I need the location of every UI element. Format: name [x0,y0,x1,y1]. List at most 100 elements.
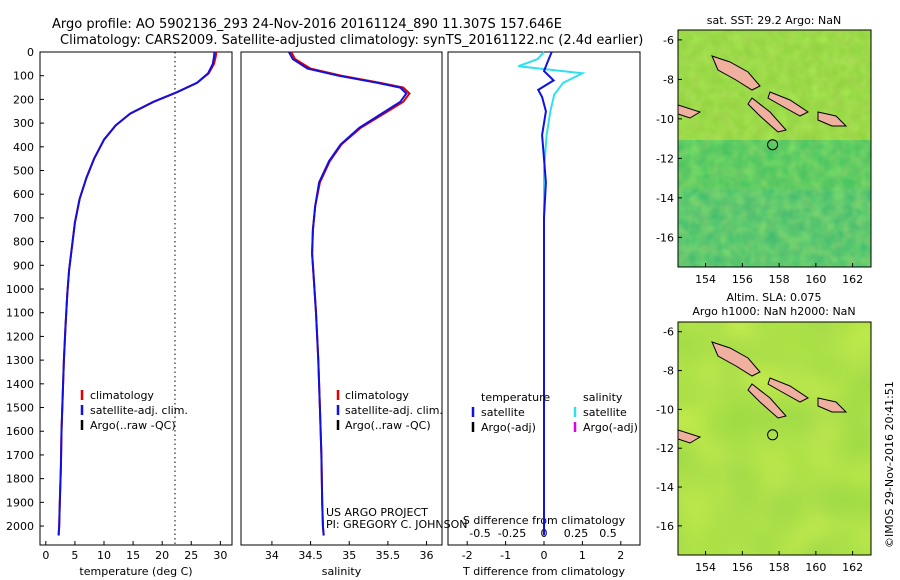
sst-map-xtick-label: 162 [842,273,863,286]
sst-map-coast-3 [817,111,848,127]
sst-map-argo-position [767,139,779,151]
diff-series-temperature-satellite [536,51,556,536]
temp-series-satellite [57,51,216,536]
sst-map-xtick-label: 156 [732,273,753,286]
sla-map-xtick-label: 158 [769,561,790,574]
temp-ytick-label: 1600 [6,425,34,438]
sla-map-ytick-label: -14 [656,481,674,494]
sst-map-xtick-label: 158 [769,273,790,286]
sla-map-coast-3 [817,397,848,413]
sal-xtick-label: 34.5 [298,549,323,562]
temp-ytick-label: 1500 [6,402,34,415]
sla-map-xtick-label: 154 [695,561,716,574]
sst-map-coast-4 [747,97,787,133]
salinity-panel: 34 34.5 35 35.5 36 salinity climatology satelli… [240,51,467,578]
sla-map-frame [677,321,872,556]
sla-map-xtick-label: 162 [842,561,863,574]
diff-legend-label: Argo(-adj) [583,421,638,434]
sal-xlabel: salinity [322,565,362,578]
sla-map-coast-5 [678,429,702,444]
temp-xtick-label: 15 [126,549,140,562]
temp-xtick-label: 20 [155,549,169,562]
diff-xlabel: T difference from climatology [462,565,625,578]
sla-map-coast-4 [747,383,787,419]
diff-legend-label: satellite [583,406,627,419]
diff-legend-label: temperature [481,391,550,404]
sla-map-subtitle: Argo h1000: NaN h2000: NaN [692,305,855,318]
diff-legend-label: salinity [583,391,623,404]
diff-s-tick-label: 0.5 [599,527,617,540]
sal-xtick-label: 34 [265,549,279,562]
sla-map-ytick-label: -8 [663,365,674,378]
sla-map-panel: Altim. SLA: 0.075 Argo h1000: NaN h2000:… [656,291,872,574]
sst-map-coast-1 [711,55,761,91]
diff-s-tick-label: -0.25 [498,527,526,540]
temp-xtick-label: 5 [71,549,78,562]
sla-map-xtick-label: 156 [732,561,753,574]
temp-legend-label: climatology [90,389,154,402]
diff-xtick-label: -1 [500,549,511,562]
sst-map-xtick-label: 160 [805,273,826,286]
temp-ytick-label: 200 [13,93,34,106]
temp-legend-label: satellite-adj. clim. [90,404,188,417]
temp-ytick-label: 1900 [6,496,34,509]
sst-map-ytick-label: -12 [656,152,674,165]
temp-ytick-label: 1800 [6,473,34,486]
temp-ytick-label: 100 [13,70,34,83]
sst-map-ytick-label: -6 [663,34,674,47]
temp-ytick-label: 1100 [6,307,34,320]
sla-map-coast-1 [711,341,761,377]
temp-ytick-label: 900 [13,259,34,272]
diff-xtick-label: 2 [617,549,624,562]
sal-frame [240,51,443,546]
sst-map-ticks: 154 156 158 160 162 -6 -8 -10 -12 -14 -16 [656,34,863,286]
temperature-panel: 0100200300400500600700800900100011001200… [6,46,233,578]
temp-ytick-label: 700 [13,212,34,225]
sal-xtick-label: 35 [342,549,356,562]
temp-frame [39,51,233,546]
temp-ytick-label: 0 [27,46,34,59]
diff-xtick-label: 0 [541,549,548,562]
sal-series-satellite [288,51,408,536]
sla-map-ticks: 154 156 158 160 162 -6 -8 -10 -12 -14 -16 [656,326,863,574]
temp-ytick-label: 600 [13,188,34,201]
temp-xtick-label: 25 [184,549,198,562]
sal-annotation-line: PI: GREGORY C. JOHNSON [326,518,467,531]
sla-map-ytick-label: -16 [656,520,674,533]
temp-ytick-label: 1300 [6,354,34,367]
sst-map-panel: sat. SST: 29.2 Argo: NaN 154 156 158 160 162… [656,14,872,286]
diff-series-salinity-satellite [518,51,586,536]
temp-ytick-label: 1700 [6,449,34,462]
diff-legend-label: Argo(-adj) [481,421,536,434]
temp-series-climatology [57,51,218,536]
temp-legend-label: Argo(..raw -QC) [90,419,176,432]
sst-map-texture [678,30,871,267]
sst-map-ytick-label: -16 [656,231,674,244]
sla-map-ytick-label: -12 [656,442,674,455]
diff-s-tick-label: 0.25 [564,527,589,540]
sal-xtick-label: 36 [420,549,434,562]
sal-xtick-label: 35.5 [376,549,401,562]
diff-xtick-label: 1 [579,549,586,562]
sla-map-coast-2 [767,377,809,403]
difference-panel: -2 -1 0 1 2 T difference from climatology -0.5… [447,51,641,578]
sal-series-climatology [290,51,411,536]
header-line-1: Argo profile: AO 5902136_293 24-Nov-2016… [52,17,562,32]
header-line-2: Climatology: CARS2009. Satellite-adjuste… [60,33,643,48]
sla-map-texture [678,322,871,555]
temp-xlabel: temperature (deg C) [79,565,192,578]
diff-s-tick-label: -0.5 [469,527,490,540]
sst-map-coast-2 [767,91,809,117]
temp-xtick-label: 10 [97,549,111,562]
temp-ytick-label: 2000 [6,520,34,533]
sst-map-ytick-label: -8 [663,73,674,86]
sst-map-frame [677,29,872,268]
sst-map-title: sat. SST: 29.2 Argo: NaN [707,14,841,27]
sal-legend-label: climatology [345,389,409,402]
sla-map-ytick-label: -10 [656,403,674,416]
diff-legend-label: satellite [481,406,525,419]
sal-annotation-line: US ARGO PROJECT [326,506,428,519]
diff-xtick-label: -2 [462,549,473,562]
sal-legend-label: Argo(..raw -QC) [345,419,431,432]
